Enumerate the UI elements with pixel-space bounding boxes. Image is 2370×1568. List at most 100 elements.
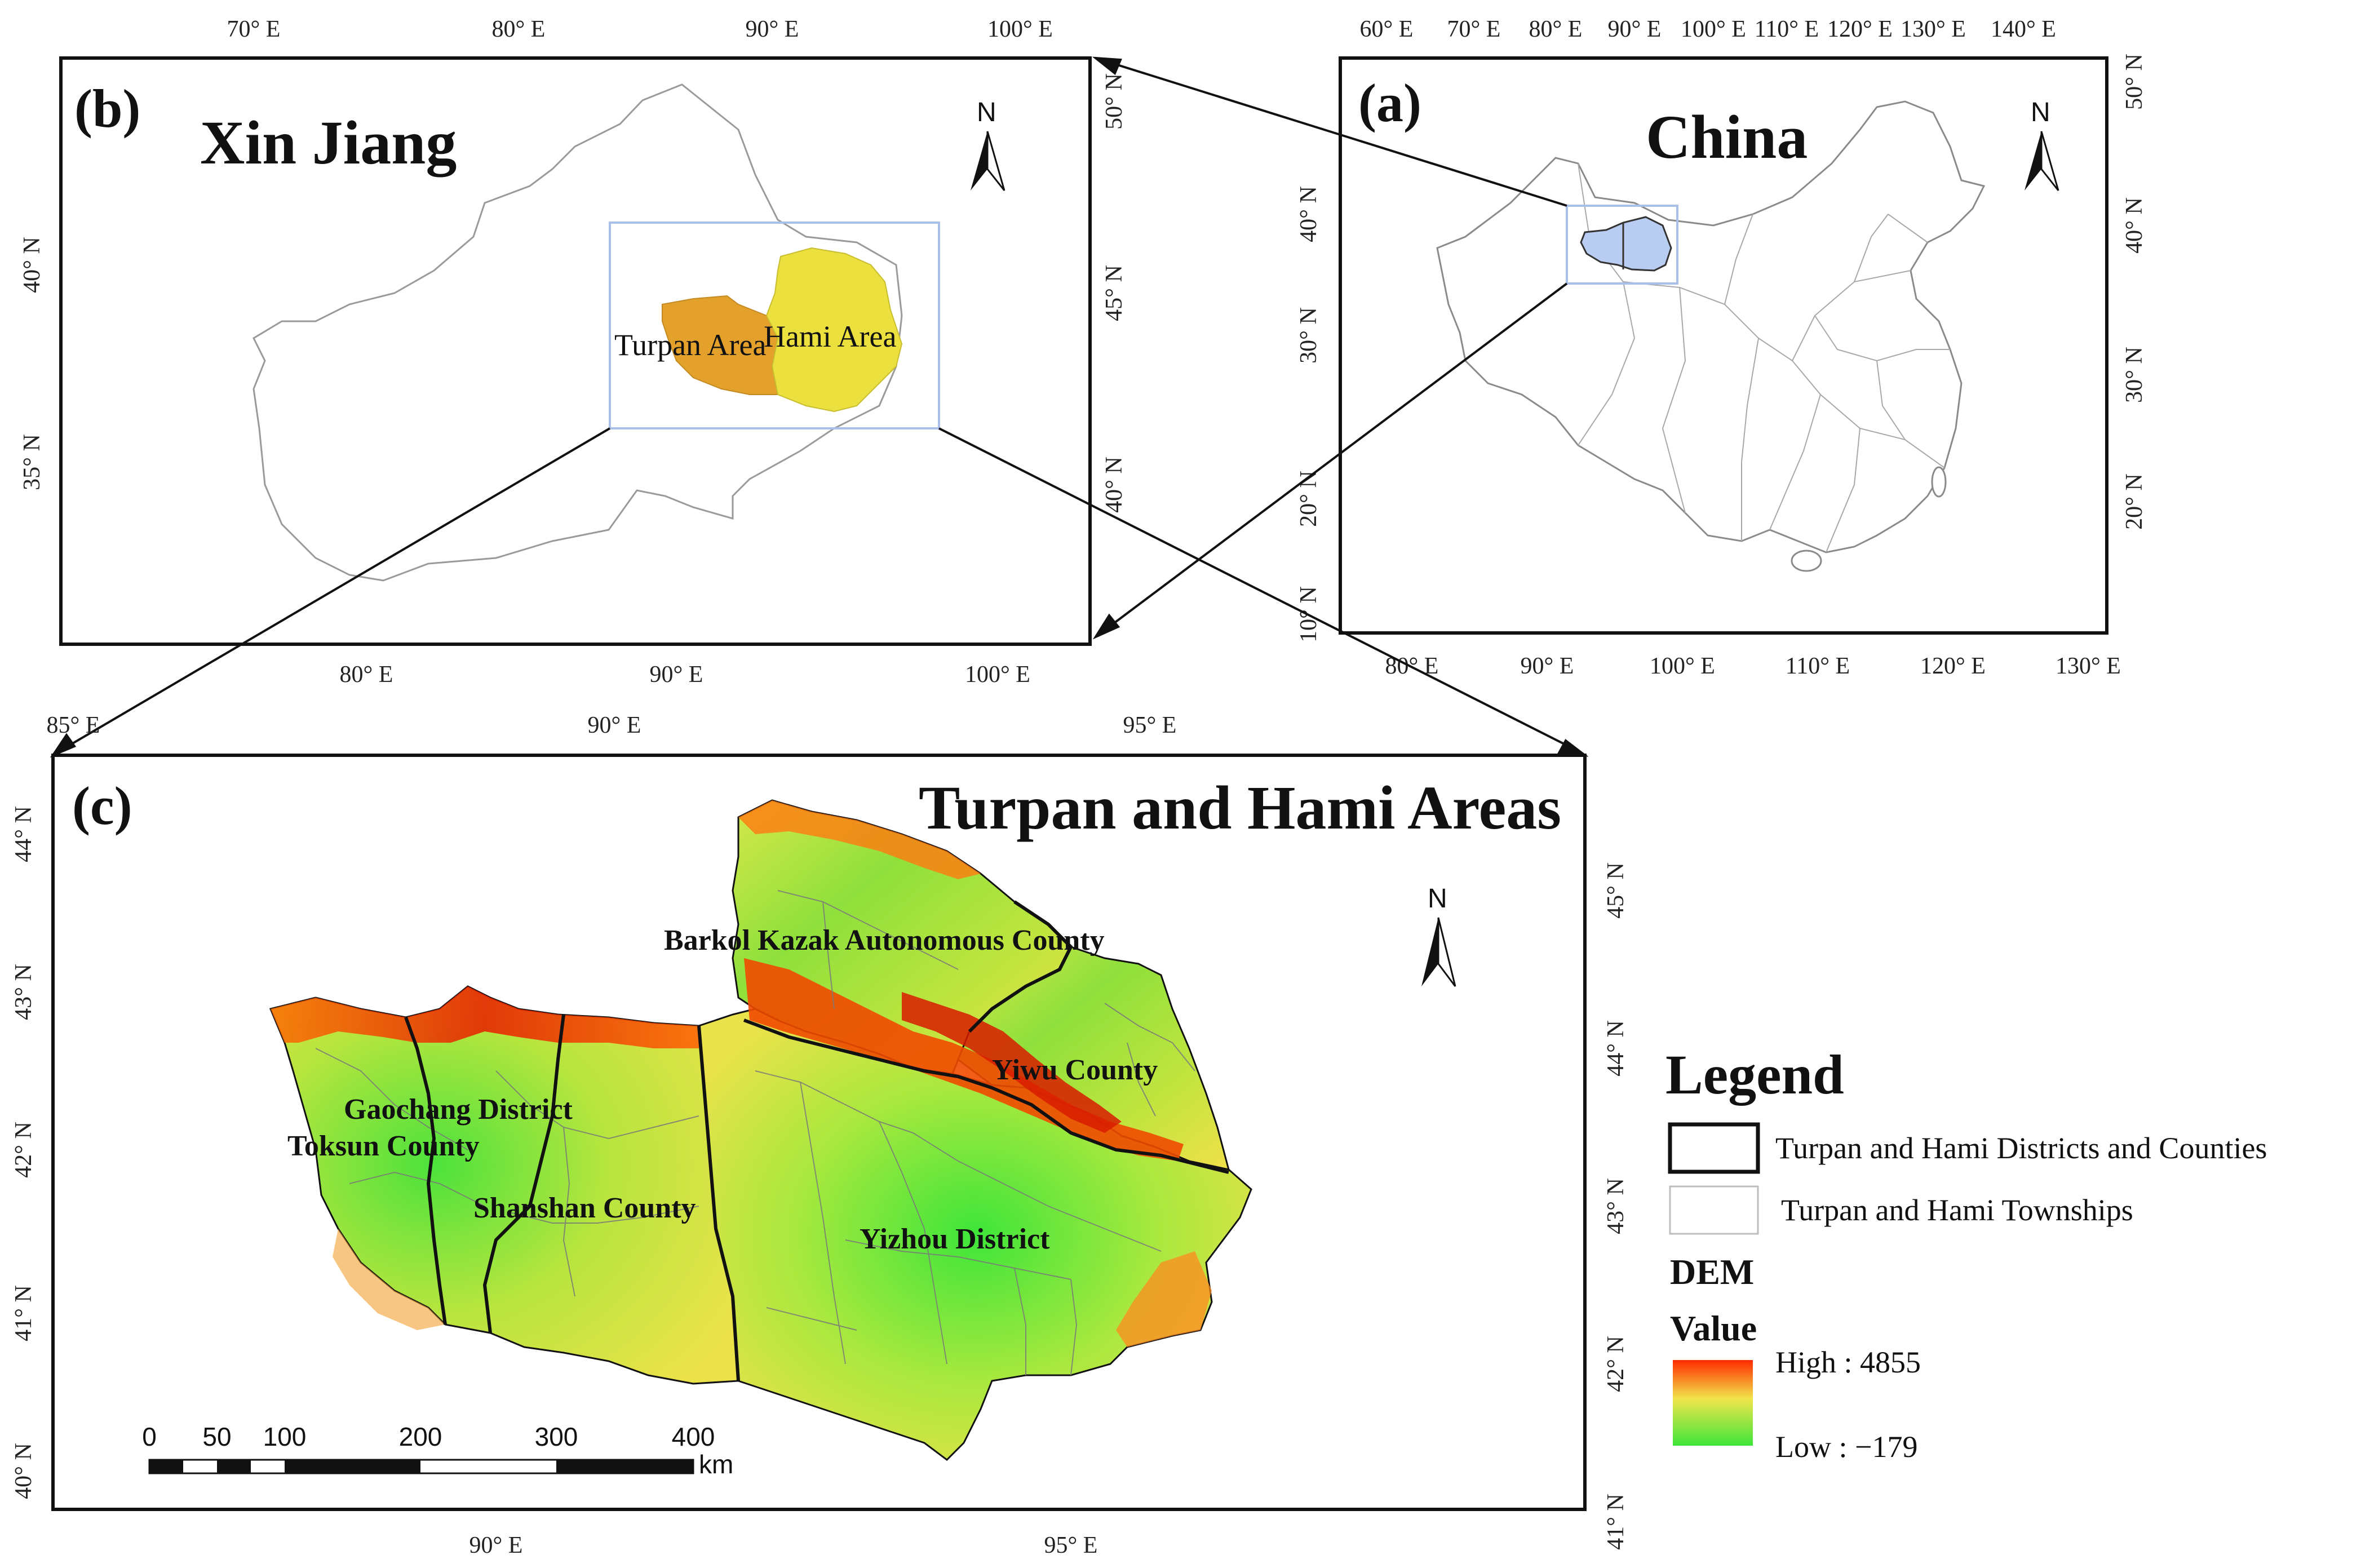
- tick-label: 43° N: [11, 964, 37, 1020]
- tick-label: 41° N: [1603, 1494, 1629, 1550]
- dem-southeast-high: [1116, 1251, 1212, 1347]
- panel-a-turpan-hami-shape: [1580, 216, 1672, 272]
- tick-label: 90° E: [650, 662, 703, 688]
- county-label-yiwu: Yiwu County: [992, 1054, 1158, 1086]
- tick-label: 100° E: [965, 662, 1030, 688]
- tick-label: 30° N: [1296, 307, 1322, 364]
- tick-label: 100° E: [1681, 16, 1746, 42]
- panel-a-title: China: [1646, 103, 1808, 171]
- panel-b-right-ticks: 50° N 45° N 40° N: [1101, 73, 1127, 513]
- county-label-gaochang: Gaochang District: [344, 1093, 573, 1126]
- scale-bar-label: 0: [142, 1422, 157, 1451]
- dem-ridge-core: [902, 992, 1122, 1133]
- panel-b-north-arrow-icon: N: [971, 98, 1005, 191]
- panel-b-left-ticks: 40° N 35° N: [19, 237, 45, 490]
- county-label-shanshan: Shanshan County: [473, 1192, 696, 1224]
- panel-a-north-arrow-icon: N: [2025, 98, 2059, 191]
- scale-bar: 0 50 100 200 300 400 km: [142, 1422, 733, 1479]
- tick-label: 70° E: [1447, 16, 1501, 42]
- hami-area-shape: [765, 247, 903, 413]
- county-label-yizhou: Yizhou District: [860, 1223, 1050, 1255]
- dem-ridge-northern-rim: [738, 800, 981, 879]
- panel-b-title: Xin Jiang: [200, 108, 457, 177]
- legend-townships-swatch: [1669, 1185, 1759, 1235]
- tick-label: 85° E: [47, 712, 100, 738]
- panel-c-right-ticks: 45° N 44° N 43° N 42° N 41° N: [1603, 862, 1629, 1550]
- tick-label: 20° N: [2121, 473, 2147, 530]
- panel-c-bottom-ticks: 90° E 95° E: [469, 1532, 1098, 1558]
- legend: Legend Turpan and Hami Districts and Cou…: [1665, 1043, 2267, 1464]
- scale-bar-labels: 0 50 100 200 300 400: [142, 1422, 715, 1451]
- taiwan-island: [1931, 466, 1947, 498]
- panel-c-north-arrow-icon: N: [1421, 884, 1456, 987]
- tick-label: 80° E: [340, 662, 393, 688]
- panel-c-top-ticks: 85° E 90° E 95° E: [47, 712, 1177, 738]
- tick-label: 130° E: [2056, 653, 2121, 679]
- township-lines: [315, 890, 1195, 1376]
- dem-southwest-high: [333, 1229, 445, 1330]
- legend-dem-heading: DEM: [1670, 1252, 1754, 1292]
- tick-label: 70° E: [227, 16, 281, 42]
- panel-c-left-ticks: 44° N 43° N 42° N 41° N 40° N: [11, 806, 37, 1499]
- tick-label: 95° E: [1044, 1532, 1098, 1558]
- tick-label: 40° N: [1296, 186, 1322, 242]
- tick-label: 95° E: [1123, 712, 1177, 738]
- china-province-lines: [1578, 163, 1950, 553]
- tick-label: 35° N: [19, 434, 45, 490]
- tick-label: 90° E: [588, 712, 641, 738]
- county-label-toksun: Toksun County: [287, 1130, 480, 1162]
- scale-bar-label: 200: [399, 1422, 442, 1451]
- panel-b-label: (b): [74, 78, 140, 139]
- tick-label: 45° N: [1603, 862, 1629, 919]
- tick-label: 80° E: [492, 16, 546, 42]
- tick-label: 130° E: [1901, 16, 1966, 42]
- tick-label: 42° N: [11, 1122, 37, 1178]
- tick-label: 30° N: [2121, 347, 2147, 403]
- county-label-barkol: Barkol Kazak Autonomous County: [664, 924, 1105, 956]
- hainan-island: [1791, 550, 1822, 572]
- panel-a-right-ticks: 50° N 40° N 30° N 20° N: [2121, 54, 2147, 530]
- connector-arrows: [50, 56, 1589, 758]
- tick-label: 42° N: [1603, 1336, 1629, 1392]
- tick-label: 120° E: [1827, 16, 1893, 42]
- panel-a-highlight-box: [1566, 205, 1678, 285]
- china-outline: [1436, 100, 1986, 553]
- legend-townships-label: Turpan and Hami Townships: [1781, 1193, 2133, 1227]
- panel-b-top-ticks: 70° E 80° E 90° E 100° E: [227, 16, 1053, 42]
- tick-label: 40° N: [11, 1443, 37, 1499]
- panel-c-north-label: N: [1428, 884, 1447, 914]
- tick-label: 120° E: [1920, 653, 1986, 679]
- panel-a-left-ticks: 40° N30° N20° N10° N: [1296, 186, 1322, 643]
- tick-label: 40° N: [19, 237, 45, 293]
- tick-label: 90° E: [1608, 16, 1662, 42]
- tick-label: 44° N: [11, 806, 37, 862]
- tick-label: 140° E: [1991, 16, 2056, 42]
- panel-b-highlight-box: [609, 222, 940, 429]
- turpan-area-label: Turpan Area: [614, 328, 767, 362]
- tick-label: 50° N: [2121, 54, 2147, 110]
- county-boundaries: [404, 900, 1229, 1381]
- panel-b-xinjiang: Turpan Area Hami Area (b) Xin Jiang N 70…: [19, 16, 1127, 688]
- tick-label: 20° N: [1296, 471, 1322, 527]
- scale-bar-label: 400: [672, 1422, 715, 1451]
- hami-area-label: Hami Area: [764, 320, 896, 353]
- dem-terrain: [269, 799, 1252, 1461]
- tick-label: 60° E: [1360, 16, 1414, 42]
- tick-label: 41° N: [11, 1285, 37, 1341]
- tick-label: 80° E: [1529, 16, 1583, 42]
- scale-bar-label: 50: [202, 1422, 231, 1451]
- tick-label: 50° N: [1101, 73, 1127, 130]
- xinjiang-outline: [252, 83, 903, 582]
- panel-b-bottom-ticks: 80° E 90° E 100° E: [340, 662, 1030, 688]
- scale-bar-unit: km: [699, 1450, 733, 1479]
- dem-ridge-north-west: [271, 986, 699, 1048]
- tick-label: 100° E: [987, 16, 1053, 42]
- tick-label: 45° N: [1101, 265, 1127, 321]
- tick-label: 110° E: [1755, 16, 1819, 42]
- panel-a-label: (a): [1358, 73, 1421, 133]
- panel-c-turpan-hami: Barkol Kazak Autonomous County Yiwu Coun…: [11, 712, 1629, 1558]
- legend-districts-swatch: [1668, 1122, 1760, 1174]
- legend-dem-low-label: Low : −179: [1775, 1430, 1917, 1464]
- tick-label: 90° E: [469, 1532, 523, 1558]
